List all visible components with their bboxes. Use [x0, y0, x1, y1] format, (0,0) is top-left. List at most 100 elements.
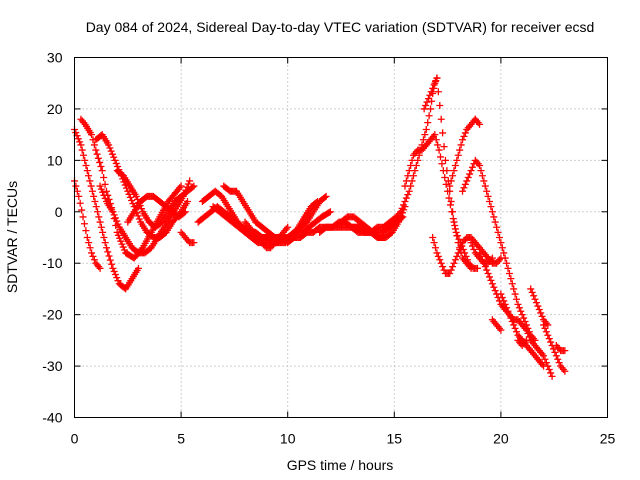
data-point: [507, 314, 515, 322]
data-point: [105, 141, 113, 149]
data-point: [446, 182, 454, 190]
data-point: [436, 256, 444, 264]
data-point: [109, 264, 117, 272]
data-point: [453, 232, 461, 240]
data-point: [80, 220, 88, 228]
data-point: [184, 180, 192, 188]
data-point: [537, 309, 545, 317]
data-point: [96, 182, 104, 190]
data-point: [76, 199, 84, 207]
data-point: [137, 205, 145, 213]
data-point: [429, 84, 437, 92]
data-point: [72, 182, 80, 190]
data-point: [518, 311, 526, 319]
data-point: [124, 187, 132, 195]
x-tick-label: 10: [280, 431, 296, 447]
data-point: [449, 215, 457, 223]
data-point: [100, 191, 108, 199]
data-point: [398, 214, 406, 222]
data-point: [87, 182, 95, 190]
data-point: [99, 188, 107, 196]
data-point: [88, 131, 96, 139]
data-point: [422, 126, 430, 133]
data-point: [430, 81, 438, 89]
data-point: [436, 153, 444, 161]
data-point: [128, 196, 136, 204]
series-arc-13: [241, 218, 292, 252]
data-point: [110, 267, 118, 275]
data-point: [113, 217, 121, 225]
data-point: [486, 198, 494, 205]
data-point: [460, 184, 468, 192]
data-point: [545, 366, 553, 373]
data-point: [126, 193, 134, 201]
data-point: [451, 225, 459, 233]
data-point: [456, 146, 464, 154]
data-point: [490, 283, 498, 291]
data-point: [488, 280, 496, 288]
data-point: [74, 135, 82, 143]
data-point: [96, 264, 104, 272]
data-point: [532, 299, 540, 307]
series-arc-28: [527, 285, 552, 329]
data-point: [78, 206, 86, 214]
data-point: [96, 158, 104, 166]
data-point: [540, 352, 548, 360]
data-point: [89, 252, 97, 260]
data-point: [102, 244, 110, 252]
y-tick-label: 20: [47, 101, 63, 117]
data-point: [109, 208, 117, 216]
data-point: [436, 102, 444, 109]
data-point: [96, 218, 104, 226]
data-point: [90, 141, 98, 149]
data-point: [427, 88, 435, 96]
data-point: [101, 180, 109, 188]
data-point: [81, 156, 89, 164]
data-point: [454, 151, 462, 159]
data-point: [447, 266, 455, 274]
x-tick-label: 5: [177, 431, 185, 447]
data-point: [108, 150, 116, 158]
data-point: [505, 311, 513, 319]
data-point: [435, 146, 443, 154]
data-point: [517, 307, 525, 315]
data-point: [449, 172, 457, 180]
data-point: [98, 167, 106, 175]
data-point: [112, 159, 120, 167]
data-point: [181, 208, 189, 216]
data-point: [190, 239, 198, 247]
data-point: [498, 294, 506, 301]
data-point: [561, 367, 569, 375]
data-point: [503, 259, 511, 267]
data-point: [470, 246, 478, 253]
series-arc-8: [177, 228, 198, 247]
data-point: [535, 306, 543, 313]
data-point: [434, 252, 442, 260]
data-point: [438, 160, 446, 168]
data-point: [460, 132, 468, 140]
data-point: [430, 239, 438, 247]
data-point: [447, 177, 455, 185]
data-point: [83, 234, 91, 241]
series-arc-1: [71, 177, 104, 272]
x-tick-label: 20: [493, 431, 509, 447]
data-point: [432, 136, 440, 144]
data-point: [76, 138, 84, 146]
data-point: [111, 214, 119, 222]
data-point: [453, 156, 461, 164]
data-point: [491, 287, 499, 295]
data-point: [467, 264, 475, 272]
data-point: [440, 143, 448, 151]
data-point: [447, 198, 455, 205]
plot-frame: [74, 57, 608, 418]
data-point: [511, 290, 519, 298]
y-tick-label: -20: [42, 307, 62, 323]
data-point: [484, 270, 492, 277]
data-point: [431, 131, 439, 139]
data-point: [446, 201, 454, 209]
data-point: [554, 355, 562, 363]
data-point: [540, 321, 548, 329]
data-point: [99, 228, 107, 236]
data-point: [522, 336, 530, 344]
series-arc-32: [467, 239, 496, 267]
